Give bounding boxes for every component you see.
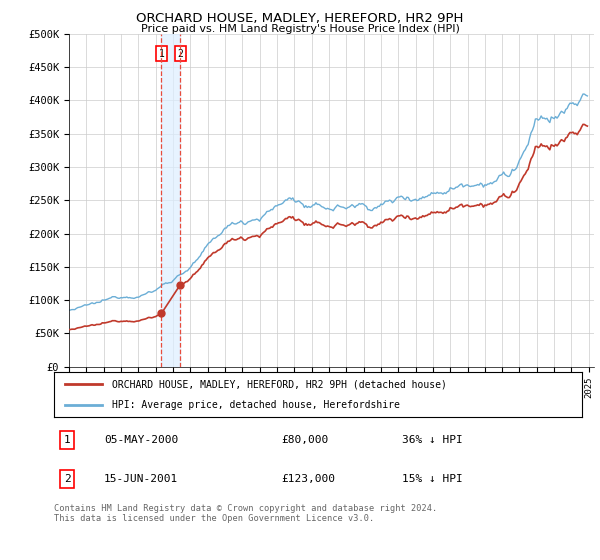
Text: 05-MAY-2000: 05-MAY-2000 <box>104 435 178 445</box>
Text: HPI: Average price, detached house, Herefordshire: HPI: Average price, detached house, Here… <box>112 400 400 410</box>
Text: 15-JUN-2001: 15-JUN-2001 <box>104 474 178 484</box>
Text: 36% ↓ HPI: 36% ↓ HPI <box>403 435 463 445</box>
Bar <box>161 34 180 367</box>
Text: 1: 1 <box>158 49 164 59</box>
Text: Price paid vs. HM Land Registry's House Price Index (HPI): Price paid vs. HM Land Registry's House … <box>140 24 460 34</box>
Text: 2: 2 <box>177 49 183 59</box>
Text: 2: 2 <box>64 474 71 484</box>
Text: ORCHARD HOUSE, MADLEY, HEREFORD, HR2 9PH (detached house): ORCHARD HOUSE, MADLEY, HEREFORD, HR2 9PH… <box>112 380 447 390</box>
Text: ORCHARD HOUSE, MADLEY, HEREFORD, HR2 9PH: ORCHARD HOUSE, MADLEY, HEREFORD, HR2 9PH <box>136 12 464 25</box>
Text: Contains HM Land Registry data © Crown copyright and database right 2024.
This d: Contains HM Land Registry data © Crown c… <box>54 504 437 524</box>
Text: £80,000: £80,000 <box>281 435 328 445</box>
Text: 1: 1 <box>64 435 71 445</box>
Text: £123,000: £123,000 <box>281 474 335 484</box>
Text: 15% ↓ HPI: 15% ↓ HPI <box>403 474 463 484</box>
